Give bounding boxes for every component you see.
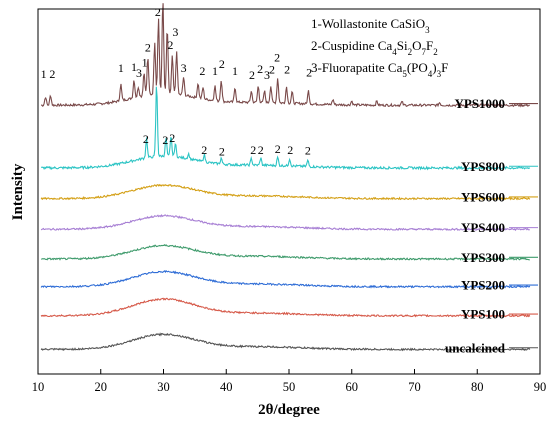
- peak-label: 2: [143, 132, 149, 146]
- series-label-uncalcined: uncalcined: [445, 340, 506, 355]
- peak-label: 2: [162, 133, 168, 147]
- peak-label: 2: [257, 62, 263, 76]
- peak-label: 1: [131, 60, 137, 74]
- peak-label: 2: [167, 38, 173, 52]
- series-label-yps800: YPS800: [461, 159, 505, 174]
- peak-label: 2: [287, 143, 293, 157]
- y-axis-title: Intensity: [10, 163, 26, 220]
- peak-label: 2: [306, 65, 312, 79]
- series-label-layer: YPS1000 YPS800 YPS600 YPS400 YPS300 YPS200 YPS…: [445, 96, 506, 355]
- series-line-yps1000: [41, 3, 530, 108]
- series-label-yps600: YPS600: [461, 189, 505, 204]
- x-tick-label: 80: [471, 380, 484, 394]
- peak-label: 2: [199, 64, 205, 78]
- series-layer: [40, 3, 538, 352]
- peak-label: 1: [41, 67, 47, 81]
- legend-entry: 2-Cuspidine Ca4Si2O7F2: [311, 38, 438, 57]
- peak-label: 1: [212, 64, 218, 78]
- x-axis-title: 2θ/degree: [258, 402, 320, 418]
- peak-label: 3: [181, 61, 187, 75]
- peak-label: 3: [136, 66, 142, 80]
- series-line-yps300: [40, 244, 530, 261]
- series-line-yps200: [40, 269, 531, 289]
- peak-label: 2: [145, 41, 151, 55]
- peak-label: 2: [305, 144, 311, 158]
- series-label-yps300: YPS300: [461, 250, 505, 265]
- series-line-yps400: [40, 213, 530, 232]
- x-tick-label: 70: [408, 380, 421, 394]
- legend-entry: 3-Fluorapatite Ca5(PO4)3F: [311, 60, 448, 79]
- x-tick-label: 50: [283, 380, 296, 394]
- series-line-yps600: [40, 183, 531, 201]
- legend-entry: 1-Wollastonite CaSiO3: [311, 16, 430, 35]
- peak-label: 3: [264, 68, 270, 82]
- series-label-yps400: YPS400: [461, 220, 505, 235]
- peak-label: 2: [169, 131, 175, 145]
- peak-label: 1: [161, 0, 167, 1]
- x-tick-label: 30: [157, 380, 170, 394]
- x-tick-label: 20: [95, 380, 108, 394]
- x-axis-ticks: 10 20 30 40 50 60 70 80 90: [32, 369, 547, 394]
- series-label-yps200: YPS200: [461, 278, 505, 293]
- peak-label: 2: [155, 5, 161, 19]
- peak-label: 1: [142, 55, 148, 69]
- series-label-yps1000: YPS1000: [454, 96, 505, 111]
- peak-label: 1: [118, 61, 124, 75]
- peak-label: 2: [269, 63, 275, 77]
- x-tick-label: 40: [220, 380, 233, 394]
- x-tick-label: 10: [32, 380, 45, 394]
- legend: 1-Wollastonite CaSiO3 2-Cuspidine Ca4Si2O…: [311, 16, 448, 79]
- peak-label: 2: [275, 142, 281, 156]
- peak-label: 2: [219, 144, 225, 158]
- x-tick-label: 90: [534, 380, 547, 394]
- peak-label: 2: [284, 63, 290, 77]
- series-line-uncalcined: [40, 332, 531, 352]
- peak-label-layer: 121131221233212122322222222222222: [41, 0, 312, 158]
- peak-label: 2: [249, 68, 255, 82]
- series-line-yps100: [40, 297, 531, 318]
- peak-label: 3: [172, 25, 178, 39]
- peak-label: 2: [201, 143, 207, 157]
- peak-label: 2: [258, 143, 264, 157]
- series-line-yps800: [41, 86, 531, 171]
- peak-label: 2: [250, 143, 256, 157]
- peak-label: 1: [232, 64, 238, 78]
- x-tick-label: 60: [346, 380, 359, 394]
- peak-label: 2: [219, 57, 225, 71]
- peak-label: 2: [274, 51, 280, 65]
- peak-label: 2: [49, 67, 55, 81]
- series-label-yps100: YPS100: [461, 307, 505, 322]
